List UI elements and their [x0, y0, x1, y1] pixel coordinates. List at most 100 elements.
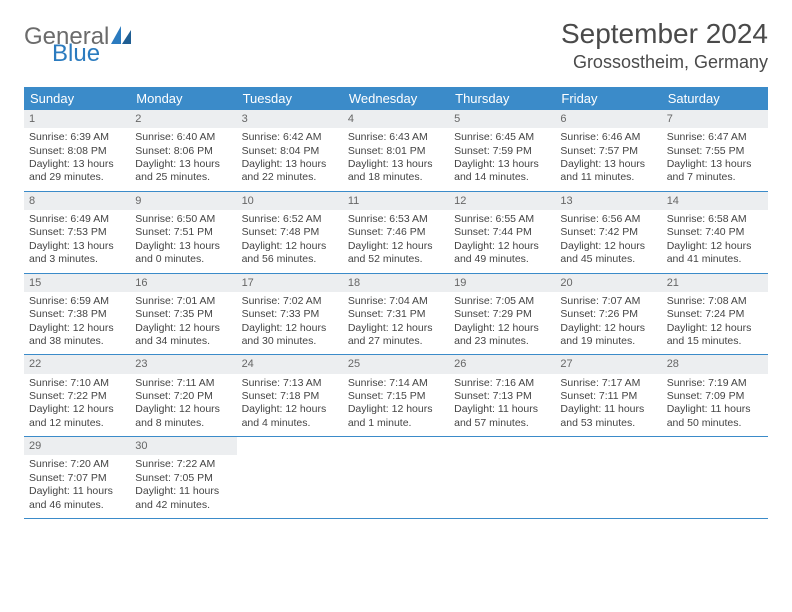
day-detail-sr: Sunrise: 6:50 AM — [135, 213, 231, 226]
day-number: 6 — [555, 110, 661, 128]
day-detail-d2: and 11 minutes. — [560, 171, 656, 184]
calendar-week: 8Sunrise: 6:49 AMSunset: 7:53 PMDaylight… — [24, 192, 768, 274]
day-detail-d1: Daylight: 12 hours — [560, 322, 656, 335]
day-detail-sr: Sunrise: 7:04 AM — [348, 295, 444, 308]
day-detail-d1: Daylight: 12 hours — [29, 322, 125, 335]
day-detail-d2: and 4 minutes. — [242, 417, 338, 430]
day-number: 19 — [449, 274, 555, 292]
calendar-cell: 8Sunrise: 6:49 AMSunset: 7:53 PMDaylight… — [24, 192, 130, 273]
day-detail-d2: and 49 minutes. — [454, 253, 550, 266]
title-block: September 2024 Grossostheim, Germany — [561, 18, 768, 73]
day-detail-d1: Daylight: 12 hours — [135, 403, 231, 416]
header: General Blue September 2024 Grossostheim… — [24, 18, 768, 73]
day-number: 24 — [237, 355, 343, 373]
calendar-cell: 19Sunrise: 7:05 AMSunset: 7:29 PMDayligh… — [449, 274, 555, 355]
day-detail-d2: and 38 minutes. — [29, 335, 125, 348]
day-detail-d2: and 46 minutes. — [29, 499, 125, 512]
day-detail-sr: Sunrise: 7:22 AM — [135, 458, 231, 471]
day-detail-sr: Sunrise: 7:11 AM — [135, 377, 231, 390]
day-number: 18 — [343, 274, 449, 292]
day-number: 14 — [662, 192, 768, 210]
day-detail-sr: Sunrise: 6:55 AM — [454, 213, 550, 226]
calendar-cell: 22Sunrise: 7:10 AMSunset: 7:22 PMDayligh… — [24, 355, 130, 436]
calendar-cell — [237, 437, 343, 518]
day-detail-d1: Daylight: 12 hours — [667, 240, 763, 253]
day-detail-sr: Sunrise: 7:10 AM — [29, 377, 125, 390]
day-detail-ss: Sunset: 7:44 PM — [454, 226, 550, 239]
day-detail-d1: Daylight: 11 hours — [667, 403, 763, 416]
calendar-cell: 21Sunrise: 7:08 AMSunset: 7:24 PMDayligh… — [662, 274, 768, 355]
day-detail-sr: Sunrise: 7:16 AM — [454, 377, 550, 390]
day-number: 16 — [130, 274, 236, 292]
day-detail-d1: Daylight: 12 hours — [454, 240, 550, 253]
day-detail-ss: Sunset: 7:33 PM — [242, 308, 338, 321]
dow-header: Saturday — [662, 87, 768, 110]
day-detail-ss: Sunset: 7:42 PM — [560, 226, 656, 239]
day-detail-sr: Sunrise: 6:49 AM — [29, 213, 125, 226]
logo-blue: Blue — [52, 43, 131, 66]
day-number: 4 — [343, 110, 449, 128]
day-detail-sr: Sunrise: 6:53 AM — [348, 213, 444, 226]
day-number: 2 — [130, 110, 236, 128]
day-number: 23 — [130, 355, 236, 373]
day-detail-d2: and 56 minutes. — [242, 253, 338, 266]
day-number: 30 — [130, 437, 236, 455]
day-number: 25 — [343, 355, 449, 373]
dow-header: Friday — [555, 87, 661, 110]
day-detail-ss: Sunset: 8:06 PM — [135, 145, 231, 158]
calendar-cell: 20Sunrise: 7:07 AMSunset: 7:26 PMDayligh… — [555, 274, 661, 355]
calendar-cell: 23Sunrise: 7:11 AMSunset: 7:20 PMDayligh… — [130, 355, 236, 436]
day-number: 12 — [449, 192, 555, 210]
day-detail-d1: Daylight: 13 hours — [454, 158, 550, 171]
day-detail-sr: Sunrise: 7:17 AM — [560, 377, 656, 390]
day-number: 10 — [237, 192, 343, 210]
day-detail-d1: Daylight: 12 hours — [667, 322, 763, 335]
day-detail-ss: Sunset: 7:13 PM — [454, 390, 550, 403]
day-number: 20 — [555, 274, 661, 292]
day-detail-ss: Sunset: 7:09 PM — [667, 390, 763, 403]
day-detail-d2: and 53 minutes. — [560, 417, 656, 430]
day-detail-d1: Daylight: 12 hours — [135, 322, 231, 335]
day-detail-d1: Daylight: 13 hours — [667, 158, 763, 171]
day-detail-d1: Daylight: 12 hours — [348, 322, 444, 335]
day-detail-d1: Daylight: 13 hours — [348, 158, 444, 171]
day-detail-ss: Sunset: 7:48 PM — [242, 226, 338, 239]
day-detail-sr: Sunrise: 6:56 AM — [560, 213, 656, 226]
day-detail-ss: Sunset: 7:22 PM — [29, 390, 125, 403]
day-detail-ss: Sunset: 7:07 PM — [29, 472, 125, 485]
calendar-cell: 3Sunrise: 6:42 AMSunset: 8:04 PMDaylight… — [237, 110, 343, 191]
day-detail-sr: Sunrise: 7:20 AM — [29, 458, 125, 471]
dow-header: Wednesday — [343, 87, 449, 110]
day-detail-ss: Sunset: 7:40 PM — [667, 226, 763, 239]
day-detail-ss: Sunset: 7:26 PM — [560, 308, 656, 321]
day-detail-d2: and 8 minutes. — [135, 417, 231, 430]
day-detail-d2: and 7 minutes. — [667, 171, 763, 184]
day-detail-d2: and 45 minutes. — [560, 253, 656, 266]
day-number: 13 — [555, 192, 661, 210]
calendar-cell — [449, 437, 555, 518]
day-detail-d1: Daylight: 12 hours — [29, 403, 125, 416]
day-detail-d2: and 15 minutes. — [667, 335, 763, 348]
logo: General Blue — [24, 26, 131, 66]
day-detail-ss: Sunset: 7:15 PM — [348, 390, 444, 403]
day-detail-d2: and 27 minutes. — [348, 335, 444, 348]
day-number: 26 — [449, 355, 555, 373]
day-detail-d1: Daylight: 12 hours — [242, 240, 338, 253]
calendar-cell: 2 Sunrise: 6:40 AMSunset: 8:06 PMDaylight… — [130, 110, 236, 191]
day-detail-d2: and 22 minutes. — [242, 171, 338, 184]
day-detail-sr: Sunrise: 7:14 AM — [348, 377, 444, 390]
calendar-cell: 9Sunrise: 6:50 AMSunset: 7:51 PMDaylight… — [130, 192, 236, 273]
day-detail-d1: Daylight: 13 hours — [135, 158, 231, 171]
day-detail-sr: Sunrise: 7:02 AM — [242, 295, 338, 308]
dow-header: Thursday — [449, 87, 555, 110]
calendar-cell: 6Sunrise: 6:46 AMSunset: 7:57 PMDaylight… — [555, 110, 661, 191]
calendar: SundayMondayTuesdayWednesdayThursdayFrid… — [24, 87, 768, 519]
day-detail-d2: and 42 minutes. — [135, 499, 231, 512]
location-subtitle: Grossostheim, Germany — [561, 52, 768, 73]
day-detail-ss: Sunset: 7:55 PM — [667, 145, 763, 158]
calendar-cell: 17Sunrise: 7:02 AMSunset: 7:33 PMDayligh… — [237, 274, 343, 355]
day-detail-d2: and 12 minutes. — [29, 417, 125, 430]
calendar-cell: 26Sunrise: 7:16 AMSunset: 7:13 PMDayligh… — [449, 355, 555, 436]
day-detail-d1: Daylight: 12 hours — [454, 322, 550, 335]
day-detail-sr: Sunrise: 6:40 AM — [135, 131, 231, 144]
